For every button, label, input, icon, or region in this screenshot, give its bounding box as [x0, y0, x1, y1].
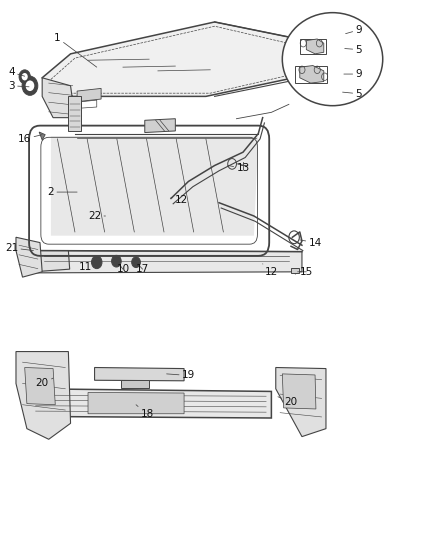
Circle shape: [132, 257, 141, 268]
Polygon shape: [145, 119, 175, 133]
Text: 11: 11: [79, 262, 97, 271]
Polygon shape: [25, 368, 55, 405]
Polygon shape: [306, 39, 324, 54]
Circle shape: [92, 256, 102, 269]
Text: 1: 1: [54, 33, 97, 67]
Polygon shape: [16, 237, 42, 277]
Polygon shape: [30, 389, 272, 418]
Polygon shape: [42, 78, 75, 118]
Text: 14: 14: [300, 238, 321, 247]
Polygon shape: [290, 268, 299, 273]
Circle shape: [25, 80, 34, 91]
Polygon shape: [300, 66, 324, 83]
Text: 18: 18: [136, 405, 154, 419]
Text: 9: 9: [344, 69, 362, 79]
Text: 5: 5: [343, 88, 362, 99]
Polygon shape: [51, 136, 258, 236]
Circle shape: [21, 73, 28, 80]
Text: 2: 2: [48, 187, 77, 197]
Text: 21: 21: [5, 243, 33, 253]
Polygon shape: [42, 22, 319, 96]
Text: 9: 9: [346, 25, 362, 35]
Text: 15: 15: [297, 267, 313, 277]
Text: 17: 17: [136, 262, 149, 274]
Text: 12: 12: [171, 195, 188, 205]
Text: 12: 12: [263, 264, 278, 277]
Polygon shape: [39, 132, 45, 140]
Text: 19: 19: [166, 370, 195, 381]
Text: 16: 16: [18, 134, 42, 144]
Text: 10: 10: [117, 262, 130, 274]
Circle shape: [19, 70, 30, 84]
Polygon shape: [30, 251, 302, 273]
Polygon shape: [283, 374, 316, 409]
Text: 3: 3: [8, 81, 29, 91]
Polygon shape: [30, 251, 70, 272]
Text: 22: 22: [88, 211, 106, 221]
Circle shape: [112, 255, 121, 267]
Text: 4: 4: [8, 68, 25, 77]
Polygon shape: [77, 88, 101, 102]
Text: 5: 5: [345, 45, 362, 54]
Text: 13: 13: [228, 163, 250, 173]
Polygon shape: [121, 379, 149, 387]
Text: 20: 20: [278, 397, 297, 407]
Circle shape: [22, 76, 38, 95]
Ellipse shape: [283, 13, 383, 106]
Polygon shape: [88, 392, 184, 414]
Polygon shape: [95, 368, 184, 381]
Polygon shape: [16, 352, 71, 439]
Text: 20: 20: [35, 378, 53, 389]
Polygon shape: [68, 96, 81, 131]
Polygon shape: [276, 368, 326, 437]
